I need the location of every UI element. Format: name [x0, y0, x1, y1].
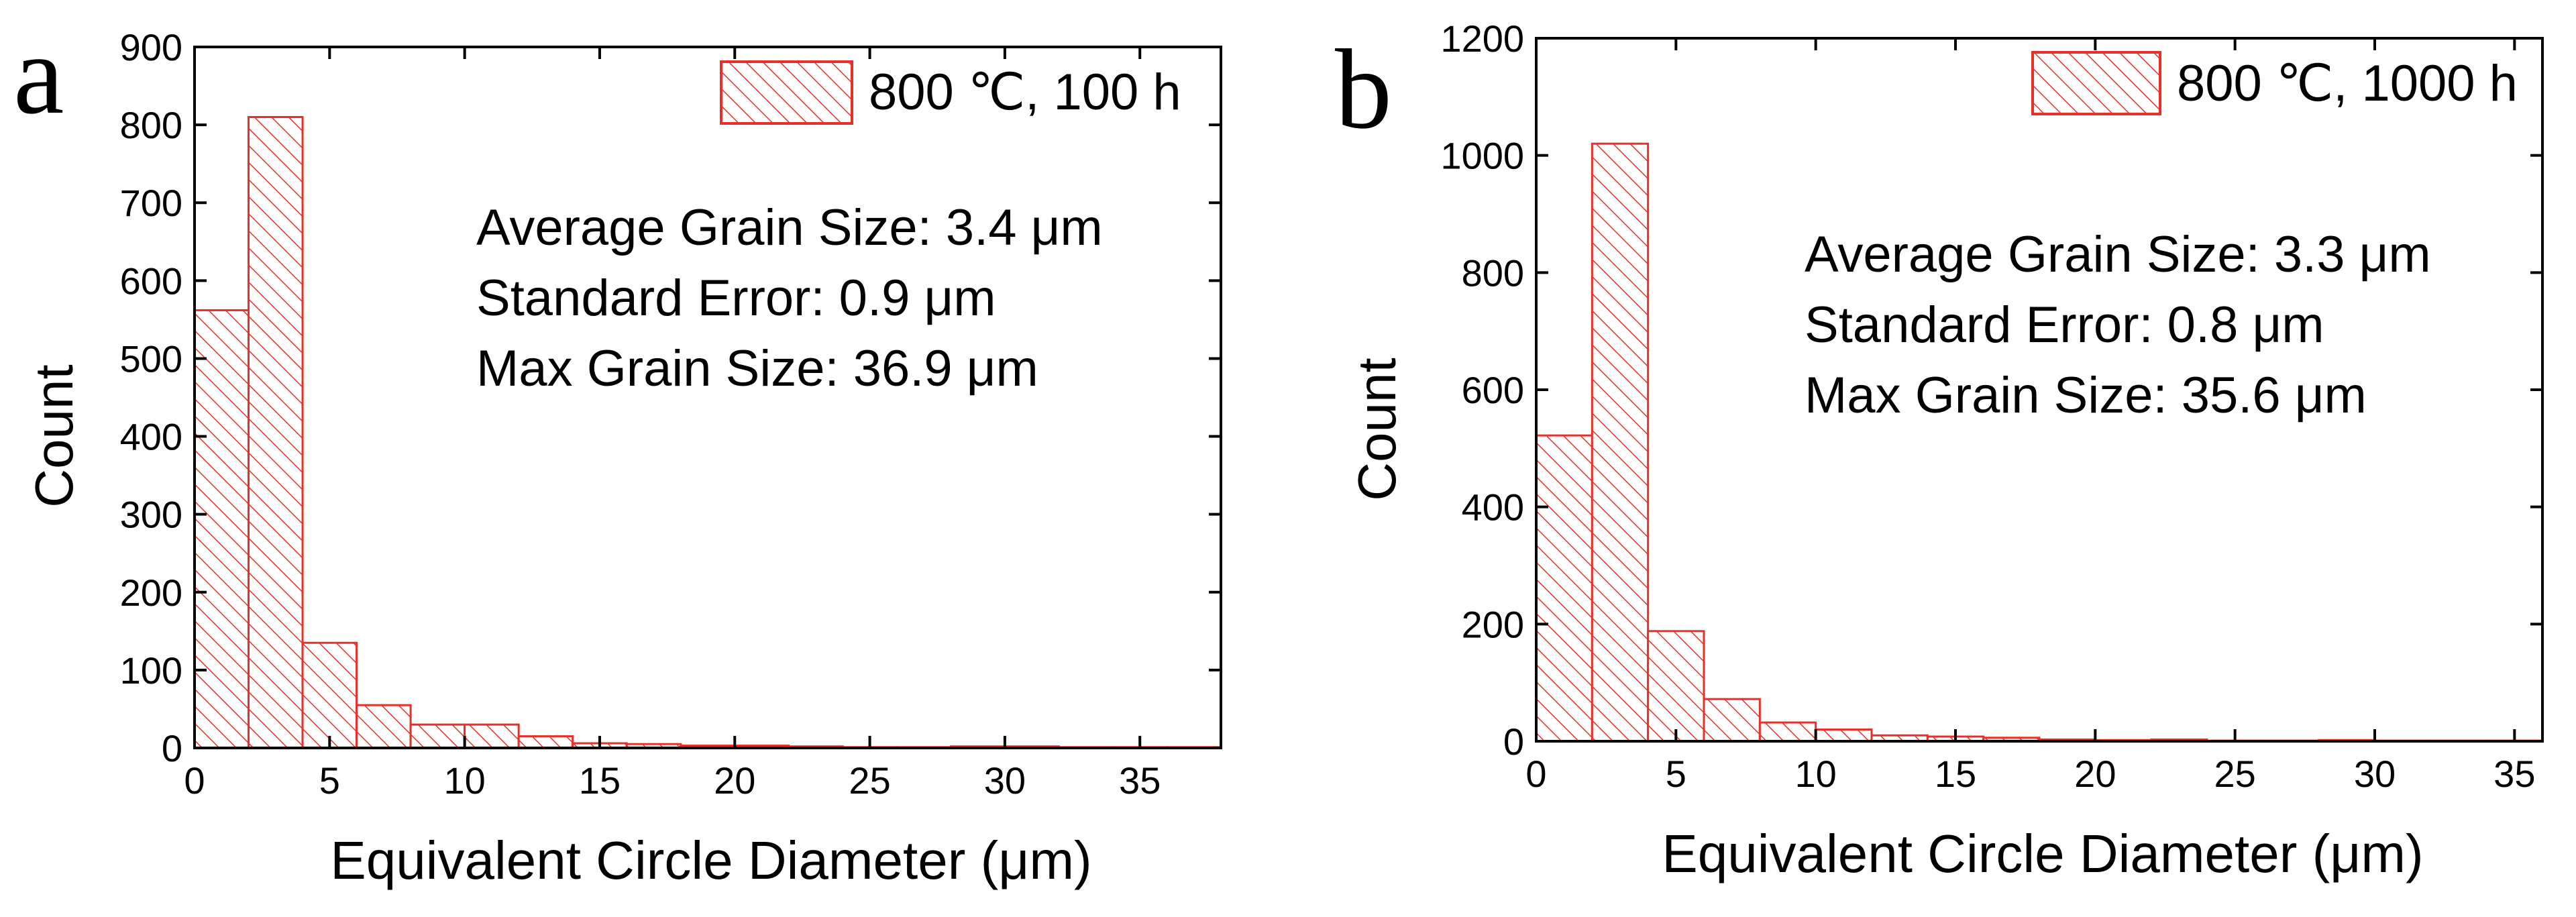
legend-label: 800 ℃, 1000 h — [2177, 55, 2518, 112]
histogram-bar — [301, 641, 358, 749]
y-tick-label: 200 — [1462, 603, 1524, 645]
y-tick-label: 700 — [120, 182, 182, 224]
x-tick-label: 5 — [319, 759, 340, 802]
y-tick-label: 100 — [120, 649, 182, 692]
histogram-bar — [356, 704, 412, 749]
annotation-average-grain-size: Average Grain Size: 3.4 μm — [476, 199, 1103, 256]
x-axis-label: Equivalent Circle Diameter (μm) — [1662, 824, 2423, 883]
histogram-panel-a: a 0 5 10 15 20 25 30 35 0 100 200 300 400 500 600 700 80… — [13, 11, 1222, 890]
y-axis-label: Count — [1347, 358, 1407, 500]
histogram-panel-b: b 0 5 10 15 20 25 30 35 0 200 400 600 800 1000 1200 80… — [1335, 17, 2544, 883]
annotation-standard-error: Standard Error: 0.8 μm — [1805, 296, 2324, 354]
legend: 800 ℃, 100 h — [720, 60, 1181, 125]
y-tick-label: 600 — [120, 260, 182, 302]
x-tick-label: 35 — [1119, 759, 1161, 802]
histogram-bar — [517, 735, 574, 749]
legend-label: 800 ℃, 100 h — [869, 64, 1181, 121]
x-tick-label: 20 — [714, 759, 755, 802]
legend-swatch — [720, 60, 853, 125]
panel-label: a — [13, 11, 64, 138]
x-tick-label: 30 — [2354, 753, 2396, 795]
histogram-bar — [409, 723, 466, 749]
plot-frame — [193, 46, 1222, 749]
x-tick-label: 5 — [1666, 753, 1686, 795]
x-tick-label: 10 — [1795, 753, 1837, 795]
axes: 0 5 10 15 20 25 30 35 0 200 400 600 800 1000 1200 — [1440, 17, 2544, 795]
panel-label: b — [1335, 26, 1392, 152]
y-tick-label: 400 — [1462, 486, 1524, 529]
y-tick-label: 0 — [1503, 720, 1524, 763]
annotation-average-grain-size: Average Grain Size: 3.3 μm — [1805, 226, 2431, 283]
histogram-bar — [1815, 729, 1873, 743]
histogram-bar — [1758, 721, 1817, 743]
y-tick-label: 600 — [1462, 369, 1524, 411]
x-tick-label: 20 — [2074, 753, 2116, 795]
x-tick-label: 25 — [2214, 753, 2256, 795]
histogram-bar — [464, 723, 520, 749]
y-tick-label: 300 — [120, 494, 182, 536]
x-tick-label: 0 — [184, 759, 205, 802]
histogram-bar — [1535, 434, 1593, 743]
x-tick-label: 15 — [579, 759, 621, 802]
y-tick-label: 500 — [120, 337, 182, 380]
x-tick-label: 25 — [849, 759, 890, 802]
histogram-bar — [193, 309, 250, 749]
y-tick-label: 1200 — [1440, 17, 1524, 60]
legend-swatch — [2031, 51, 2161, 115]
y-axis-label: Count — [24, 364, 84, 507]
legend: 800 ℃, 1000 h — [2031, 51, 2518, 115]
annotation-max-grain-size: Max Grain Size: 36.9 μm — [476, 340, 1038, 397]
x-tick-label: 0 — [1525, 753, 1546, 795]
histogram-bar — [1591, 142, 1650, 743]
x-tick-label: 30 — [984, 759, 1026, 802]
y-tick-label: 1000 — [1440, 135, 1524, 177]
x-axis-label: Equivalent Circle Diameter (μm) — [330, 830, 1091, 890]
histogram-bar — [248, 116, 304, 749]
annotation-max-grain-size: Max Grain Size: 35.6 μm — [1805, 367, 2367, 424]
histogram-bar — [1647, 630, 1705, 743]
histogram-bar — [1703, 698, 1761, 743]
y-tick-label: 800 — [120, 104, 182, 146]
y-tick-label: 800 — [1462, 252, 1524, 294]
x-tick-label: 10 — [443, 759, 485, 802]
y-tick-label: 400 — [120, 416, 182, 458]
x-tick-label: 15 — [1935, 753, 1976, 795]
y-tick-label: 0 — [162, 727, 182, 769]
axes: 0 5 10 15 20 25 30 35 0 100 200 300 400 500 600 700 800 9… — [120, 26, 1222, 802]
y-tick-label: 900 — [120, 26, 182, 68]
x-tick-label: 35 — [2493, 753, 2535, 795]
y-tick-label: 200 — [120, 572, 182, 614]
annotation-standard-error: Standard Error: 0.9 μm — [476, 270, 996, 327]
